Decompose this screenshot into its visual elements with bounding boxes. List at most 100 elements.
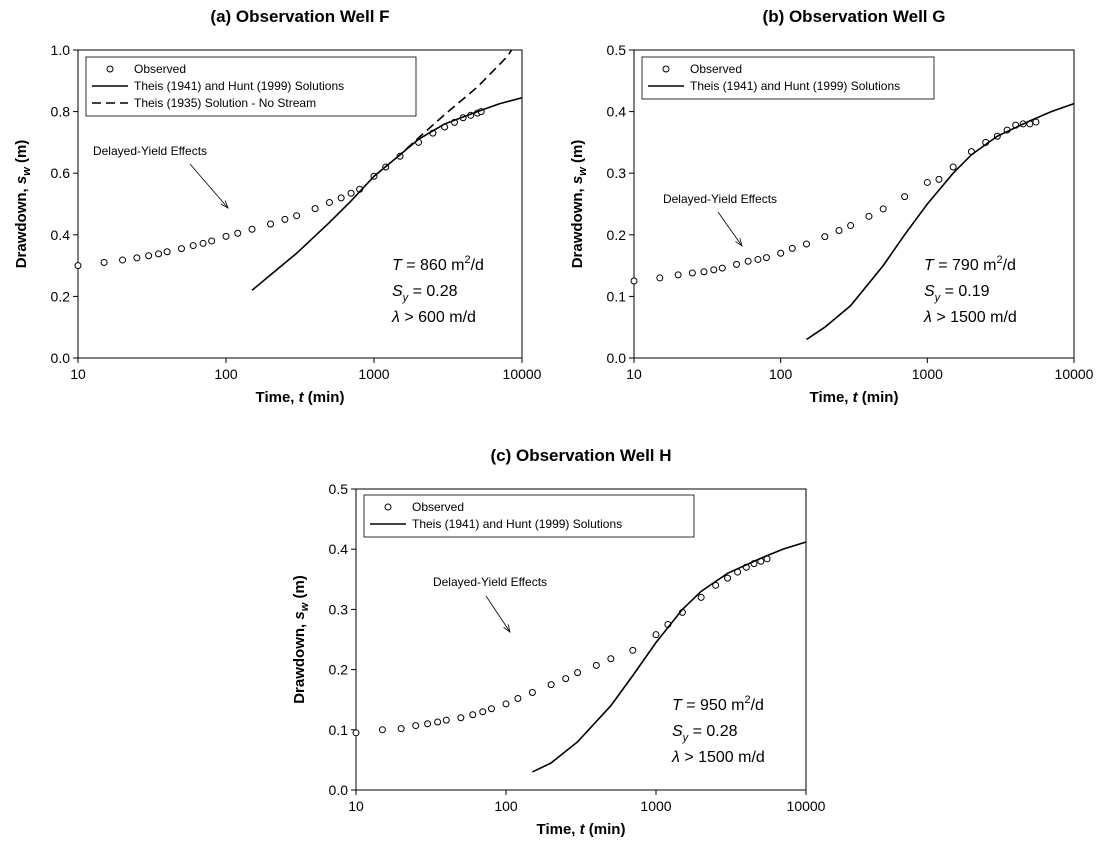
data-point <box>248 225 256 233</box>
data-point <box>208 237 216 245</box>
data-point <box>133 254 141 262</box>
data-point <box>847 222 855 230</box>
x-tick-label: 1000 <box>912 366 943 382</box>
data-point <box>630 277 638 285</box>
y-tick-label: 0.2 <box>51 288 71 304</box>
data-point <box>74 262 82 270</box>
arrow-head <box>735 238 743 247</box>
data-point <box>762 254 770 262</box>
legend-marker <box>662 65 670 73</box>
data-point <box>311 205 319 213</box>
x-tick-label: 10000 <box>1055 366 1094 382</box>
data-point <box>163 248 171 256</box>
x-label-var: t <box>853 389 859 406</box>
parameter: Sy = 0.19 <box>924 283 990 304</box>
param-text: > 600 m/d <box>400 309 476 326</box>
y-label-sub: w <box>299 601 311 611</box>
param-symbol: S <box>672 723 683 740</box>
parameter: λ > 1500 m/d <box>923 309 1017 326</box>
param-symbol: λ <box>923 309 932 326</box>
param-tail: /d <box>471 257 484 274</box>
data-point <box>949 163 957 171</box>
annotation: Delayed-Yield Effects <box>663 192 777 206</box>
panel-title: (b) Observation Well G <box>763 7 946 26</box>
solution-line <box>532 541 807 773</box>
param-sub: y <box>402 292 410 304</box>
y-label-sub: w <box>577 166 589 176</box>
data-point <box>177 245 185 253</box>
data-point <box>502 700 510 708</box>
plot-frame <box>355 488 807 791</box>
x-tick-label: 100 <box>214 366 238 382</box>
param-symbol: λ <box>391 309 400 326</box>
data-point <box>267 220 275 228</box>
x-tick-label: 10 <box>348 798 364 814</box>
data-point <box>469 711 477 719</box>
param-sup: 2 <box>996 254 1002 266</box>
data-point <box>744 257 752 265</box>
data-point <box>901 193 909 201</box>
x-tick-label: 10 <box>626 366 642 382</box>
parameter: Sy = 0.28 <box>672 723 738 744</box>
x-tick-label: 1000 <box>358 366 389 382</box>
x-label-text: Time, <box>810 389 853 406</box>
y-tick-label: 0.4 <box>51 227 71 243</box>
annotation: Delayed-Yield Effects <box>93 144 207 158</box>
data-point <box>528 688 536 696</box>
data-point <box>442 716 450 724</box>
y-axis-label: Drawdown, sw (m) <box>13 140 33 269</box>
data-point <box>378 726 386 734</box>
data-point <box>688 269 696 277</box>
data-point <box>935 175 943 183</box>
data-point <box>674 271 682 279</box>
param-text: = 860 m <box>402 257 465 274</box>
parameter: λ > 1500 m/d <box>671 749 765 766</box>
data-point <box>923 178 931 186</box>
data-point <box>325 198 333 206</box>
annotation-arrow <box>189 163 229 209</box>
data-point <box>629 646 637 654</box>
legend-box <box>641 56 935 100</box>
y-tick-label: 0.0 <box>51 350 71 366</box>
plot-frame <box>633 49 1075 359</box>
data-point <box>652 631 660 639</box>
y-label-var: s <box>13 176 30 184</box>
arrow-head <box>503 624 511 633</box>
parameter: T = 790 m2/d <box>924 254 1016 274</box>
data-point <box>479 708 487 716</box>
y-axis-label: Drawdown, sw (m) <box>291 575 311 704</box>
panel: (b) Observation Well G 0.0 0.1 0.2 0.3 0.4 0.5… <box>569 7 1094 406</box>
param-text: = 0.19 <box>940 283 989 300</box>
solution-line <box>806 102 1075 341</box>
y-tick-label: 0.3 <box>607 165 627 181</box>
y-label-var: s <box>291 611 308 619</box>
legend-label: Observed <box>690 62 742 76</box>
data-point <box>100 259 108 267</box>
param-symbol: S <box>924 283 935 300</box>
x-label-unit: (min) <box>858 389 899 406</box>
param-symbol: T <box>672 697 683 714</box>
legend-label: Theis (1941) and Hunt (1999) Solutions <box>134 79 344 93</box>
y-axis-label: Drawdown, sw (m) <box>569 140 589 269</box>
data-point <box>592 661 600 669</box>
x-axis-label: Time, t (min) <box>537 821 626 838</box>
x-axis-label: Time, t (min) <box>256 389 345 406</box>
data-point <box>412 722 420 730</box>
data-point <box>724 574 732 582</box>
data-point <box>347 189 355 197</box>
y-label-unit: (m) <box>13 140 30 168</box>
data-point <box>281 215 289 223</box>
x-axis-label: Time, t (min) <box>810 389 899 406</box>
x-tick-label: 10000 <box>787 798 826 814</box>
annotation-arrow <box>485 595 511 633</box>
panel-title: (a) Observation Well F <box>210 7 389 26</box>
param-text: = 0.28 <box>688 723 737 740</box>
y-tick-label: 0.5 <box>607 42 627 58</box>
y-tick-label: 1.0 <box>51 42 71 58</box>
param-symbol: S <box>392 283 403 300</box>
y-tick-label: 0.1 <box>329 722 349 738</box>
y-label-var: s <box>569 176 586 184</box>
y-tick-label: 0.0 <box>329 782 349 798</box>
panel-title: (c) Observation Well H <box>490 446 671 465</box>
data-point <box>155 250 163 258</box>
